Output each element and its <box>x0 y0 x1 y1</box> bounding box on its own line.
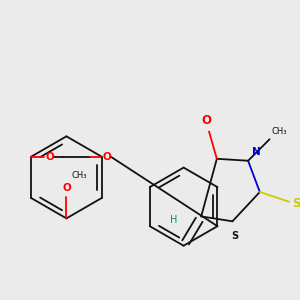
Text: O: O <box>62 183 71 193</box>
Text: O: O <box>102 152 111 162</box>
Text: S: S <box>292 197 300 210</box>
Text: CH₃: CH₃ <box>71 171 87 180</box>
Text: O: O <box>46 152 54 162</box>
Text: N: N <box>252 147 261 157</box>
Text: CH₃: CH₃ <box>272 127 287 136</box>
Text: S: S <box>231 231 238 241</box>
Text: H: H <box>170 215 178 225</box>
Text: O: O <box>201 114 211 127</box>
